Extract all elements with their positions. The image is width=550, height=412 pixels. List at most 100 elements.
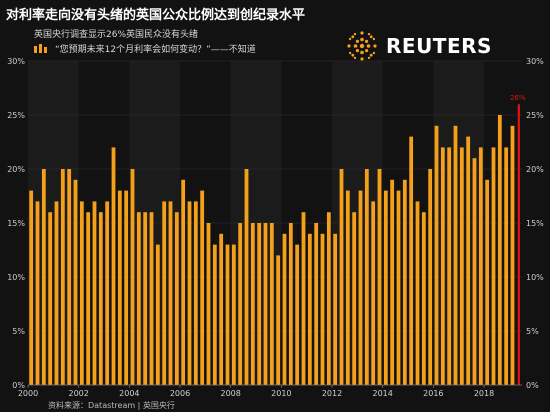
bar: [136, 212, 141, 385]
bar: [440, 147, 445, 385]
x-tick-label: 2012: [322, 389, 342, 398]
bar: [206, 223, 211, 385]
bar: [421, 212, 426, 385]
bar: [29, 190, 34, 385]
x-tick-label: 2008: [220, 389, 240, 398]
highlight-label: 26%: [510, 94, 526, 102]
bar: [35, 201, 40, 385]
bar: [364, 169, 369, 385]
bar: [257, 223, 262, 385]
bar: [358, 190, 363, 385]
x-tick-label: 2018: [474, 389, 494, 398]
x-tick-label: 2014: [372, 389, 392, 398]
bar: [48, 212, 53, 385]
bar: [478, 147, 483, 385]
bar: [466, 136, 471, 385]
bar: [168, 201, 173, 385]
bar: [326, 212, 331, 385]
bar: [105, 201, 110, 385]
bar: [453, 125, 458, 386]
bar: [345, 190, 350, 385]
y-tick-label-right: 10%: [526, 273, 544, 282]
bar: [402, 179, 407, 385]
reuters-dot-logo-icon: [347, 31, 377, 61]
bar: [491, 147, 496, 385]
bar: [339, 169, 344, 385]
bar: [307, 233, 312, 385]
y-tick-label-left: 5%: [12, 327, 25, 336]
bar: [143, 212, 148, 385]
y-tick-label-right: 0%: [526, 381, 539, 390]
bar: [314, 223, 319, 385]
x-tick-label: 2016: [423, 389, 443, 398]
bar: [383, 190, 388, 385]
bar: [288, 223, 293, 385]
bar: [295, 244, 300, 385]
bar: [149, 212, 154, 385]
bar: [371, 201, 376, 385]
bar: [352, 212, 357, 385]
bar: [231, 244, 236, 385]
bar: [510, 125, 515, 386]
bar: [181, 179, 186, 385]
y-tick-label-left: 20%: [7, 165, 25, 174]
bar: [238, 223, 243, 385]
bar: [409, 136, 414, 385]
chart-subtitle: 英国央行调查显示26%英国民众没有头绪: [34, 30, 199, 40]
bar: [193, 201, 198, 385]
bar: [263, 223, 268, 385]
x-tick-label: 2002: [68, 389, 88, 398]
legend-bar-icon: [34, 44, 47, 53]
bar: [225, 244, 230, 385]
bar: [54, 201, 59, 385]
bar: [434, 125, 439, 386]
bar: [301, 212, 306, 385]
bar: [60, 169, 65, 385]
bar: [333, 233, 338, 385]
bar: [504, 147, 509, 385]
y-tick-label-right: 25%: [526, 111, 544, 120]
y-tick-label-left: 0%: [12, 381, 25, 390]
bar: [212, 244, 217, 385]
bar: [187, 201, 192, 385]
bar: [155, 244, 160, 385]
logo-text: REUTERS: [386, 34, 492, 58]
legend-label: “您预期未来12个月利率会如何变动？”——不知道: [55, 45, 256, 55]
bar: [485, 179, 490, 385]
x-tick-label: 2006: [170, 389, 190, 398]
bar: [377, 169, 382, 385]
bar: [320, 233, 325, 385]
bar: [73, 179, 78, 385]
bar: [98, 212, 103, 385]
x-tick-label: 2004: [119, 389, 139, 398]
bar: [459, 147, 464, 385]
bar: [428, 169, 433, 385]
bar: [219, 233, 224, 385]
y-tick-label-left: 15%: [7, 219, 25, 228]
bar: [200, 190, 205, 385]
y-tick-label-left: 30%: [7, 57, 25, 66]
bar: [472, 158, 477, 385]
bar: [130, 169, 135, 385]
bar: [67, 169, 72, 385]
y-tick-label-left: 25%: [7, 111, 25, 120]
bar: [276, 255, 281, 385]
y-tick-label-right: 15%: [526, 219, 544, 228]
source-note: 资料来源：Datastream | 英国央行: [48, 401, 175, 410]
chart-title: 对利率走向没有头绪的英国公众比例达到创纪录水平: [6, 8, 306, 23]
bar: [497, 115, 502, 385]
bar: [86, 212, 91, 385]
bar: [124, 190, 129, 385]
bar: [244, 169, 249, 385]
bar: [415, 201, 420, 385]
bar: [250, 223, 255, 385]
y-tick-label-right: 5%: [526, 327, 539, 336]
bar: [41, 169, 46, 385]
bar: [396, 190, 401, 385]
bar: [174, 212, 179, 385]
bar: [79, 201, 84, 385]
bar: [162, 201, 167, 385]
bar: [117, 190, 122, 385]
y-tick-label-right: 20%: [526, 165, 544, 174]
